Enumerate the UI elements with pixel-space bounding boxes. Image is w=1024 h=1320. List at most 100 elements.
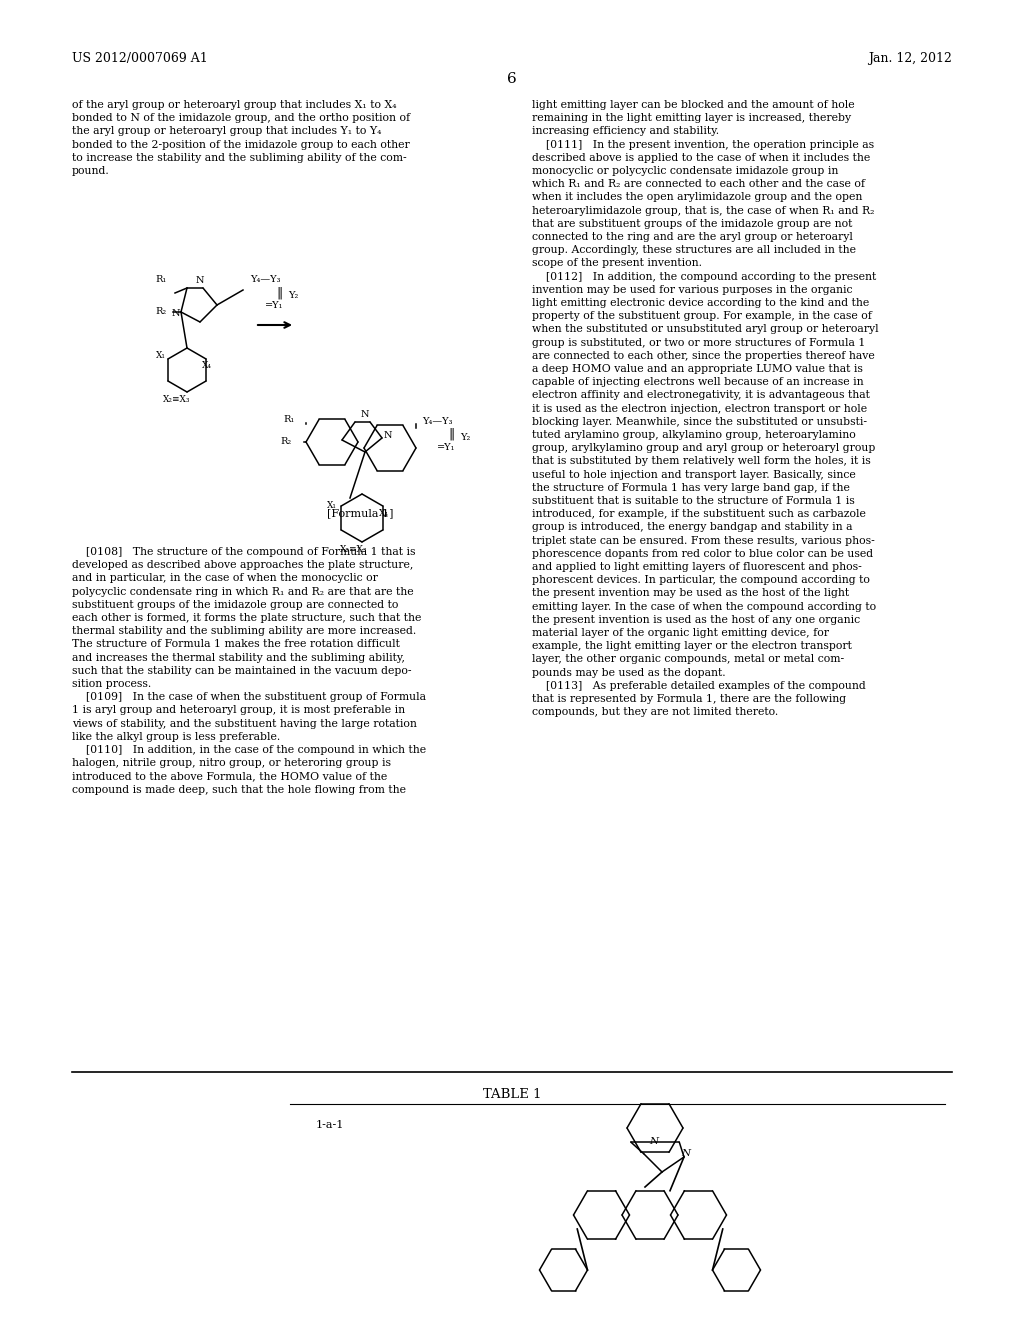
Text: [0113]   As preferable detailed examples of the compound: [0113] As preferable detailed examples o… — [532, 681, 865, 690]
Text: increasing efficiency and stability.: increasing efficiency and stability. — [532, 127, 719, 136]
Text: tuted arylamino group, alkylamino group, heteroarylamino: tuted arylamino group, alkylamino group,… — [532, 430, 856, 440]
Text: substituent that is suitable to the structure of Formula 1 is: substituent that is suitable to the stru… — [532, 496, 855, 506]
Text: light emitting layer can be blocked and the amount of hole: light emitting layer can be blocked and … — [532, 100, 855, 110]
Text: group, arylkylamino group and aryl group or heteroaryl group: group, arylkylamino group and aryl group… — [532, 444, 876, 453]
Text: halogen, nitrile group, nitro group, or heteroring group is: halogen, nitrile group, nitro group, or … — [72, 758, 391, 768]
Text: Y₂: Y₂ — [460, 433, 470, 441]
Text: and increases the thermal stability and the subliming ability,: and increases the thermal stability and … — [72, 652, 406, 663]
Text: and applied to light emitting layers of fluorescent and phos-: and applied to light emitting layers of … — [532, 562, 862, 572]
Text: N: N — [360, 411, 370, 418]
Text: each other is formed, it forms the plate structure, such that the: each other is formed, it forms the plate… — [72, 612, 421, 623]
Text: are connected to each other, since the properties thereof have: are connected to each other, since the p… — [532, 351, 874, 360]
Text: compound is made deep, such that the hole flowing from the: compound is made deep, such that the hol… — [72, 784, 406, 795]
Text: of the aryl group or heteroaryl group that includes X₁ to X₄: of the aryl group or heteroaryl group th… — [72, 100, 396, 110]
Text: example, the light emitting layer or the electron transport: example, the light emitting layer or the… — [532, 642, 852, 651]
Text: property of the substituent group. For example, in the case of: property of the substituent group. For e… — [532, 312, 871, 321]
Text: TABLE 1: TABLE 1 — [482, 1088, 542, 1101]
Text: N: N — [384, 432, 392, 441]
Text: X₄: X₄ — [379, 508, 389, 517]
Text: phorescent devices. In particular, the compound according to: phorescent devices. In particular, the c… — [532, 576, 869, 585]
Text: like the alkyl group is less preferable.: like the alkyl group is less preferable. — [72, 731, 281, 742]
Text: blocking layer. Meanwhile, since the substituted or unsubsti-: blocking layer. Meanwhile, since the sub… — [532, 417, 867, 426]
Text: X₄: X₄ — [202, 360, 212, 370]
Text: the structure of Formula 1 has very large band gap, if the: the structure of Formula 1 has very larg… — [532, 483, 850, 492]
Text: [0110]   In addition, in the case of the compound in which the: [0110] In addition, in the case of the c… — [72, 744, 426, 755]
Text: when the substituted or unsubstituted aryl group or heteroaryl: when the substituted or unsubstituted ar… — [532, 325, 879, 334]
Text: developed as described above approaches the plate structure,: developed as described above approaches … — [72, 560, 414, 570]
Text: R₁: R₁ — [284, 416, 295, 425]
Text: when it includes the open arylimidazole group and the open: when it includes the open arylimidazole … — [532, 193, 862, 202]
Text: R₂: R₂ — [281, 437, 292, 446]
Text: phorescence dopants from red color to blue color can be used: phorescence dopants from red color to bl… — [532, 549, 873, 558]
Text: [0108]   The structure of the compound of Formula 1 that is: [0108] The structure of the compound of … — [72, 546, 416, 557]
Text: N: N — [649, 1138, 658, 1147]
Text: polycyclic condensate ring in which R₁ and R₂ are that are the: polycyclic condensate ring in which R₁ a… — [72, 586, 414, 597]
Text: such that the stability can be maintained in the vacuum depo-: such that the stability can be maintaine… — [72, 665, 412, 676]
Text: to increase the stability and the subliming ability of the com-: to increase the stability and the sublim… — [72, 153, 407, 162]
Text: connected to the ring and are the aryl group or heteroaryl: connected to the ring and are the aryl g… — [532, 232, 853, 242]
Text: [0112]   In addition, the compound according to the present: [0112] In addition, the compound accordi… — [532, 272, 877, 281]
Text: invention may be used for various purposes in the organic: invention may be used for various purpos… — [532, 285, 853, 294]
Text: useful to hole injection and transport layer. Basically, since: useful to hole injection and transport l… — [532, 470, 856, 479]
Text: that are substituent groups of the imidazole group are not: that are substituent groups of the imida… — [532, 219, 852, 228]
Text: introduced, for example, if the substituent such as carbazole: introduced, for example, if the substitu… — [532, 510, 866, 519]
Text: R₁: R₁ — [156, 276, 167, 285]
Text: R₂: R₂ — [156, 308, 167, 317]
Text: N: N — [172, 309, 180, 318]
Text: X₂≡X₃: X₂≡X₃ — [340, 545, 368, 554]
Text: electron affinity and electronegativity, it is advantageous that: electron affinity and electronegativity,… — [532, 391, 869, 400]
Text: ‖: ‖ — [276, 286, 283, 300]
Text: US 2012/0007069 A1: US 2012/0007069 A1 — [72, 51, 208, 65]
Text: group. Accordingly, these structures are all included in the: group. Accordingly, these structures are… — [532, 246, 856, 255]
Text: compounds, but they are not limited thereto.: compounds, but they are not limited ther… — [532, 708, 778, 717]
Text: X₁: X₁ — [327, 502, 337, 511]
Text: the present invention is used as the host of any one organic: the present invention is used as the hos… — [532, 615, 860, 624]
Text: remaining in the light emitting layer is increased, thereby: remaining in the light emitting layer is… — [532, 114, 851, 123]
Text: the aryl group or heteroaryl group that includes Y₁ to Y₄: the aryl group or heteroaryl group that … — [72, 127, 381, 136]
Text: pounds may be used as the dopant.: pounds may be used as the dopant. — [532, 668, 726, 677]
Text: and in particular, in the case of when the monocyclic or: and in particular, in the case of when t… — [72, 573, 378, 583]
Text: views of stability, and the substituent having the large rotation: views of stability, and the substituent … — [72, 718, 417, 729]
Text: that is substituted by them relatively well form the holes, it is: that is substituted by them relatively w… — [532, 457, 870, 466]
Text: emitting layer. In the case of when the compound according to: emitting layer. In the case of when the … — [532, 602, 877, 611]
Text: X₂≡X₃: X₂≡X₃ — [163, 396, 190, 404]
Text: ‖: ‖ — [449, 428, 455, 441]
Text: X₁: X₁ — [156, 351, 166, 359]
Text: monocyclic or polycyclic condensate imidazole group in: monocyclic or polycyclic condensate imid… — [532, 166, 839, 176]
Text: [0109]   In the case of when the substituent group of Formula: [0109] In the case of when the substitue… — [72, 692, 426, 702]
Text: triplet state can be ensured. From these results, various phos-: triplet state can be ensured. From these… — [532, 536, 874, 545]
Text: bonded to N of the imidazole group, and the ortho position of: bonded to N of the imidazole group, and … — [72, 114, 411, 123]
Text: thermal stability and the subliming ability are more increased.: thermal stability and the subliming abil… — [72, 626, 416, 636]
Text: which R₁ and R₂ are connected to each other and the case of: which R₁ and R₂ are connected to each ot… — [532, 180, 865, 189]
Text: [Formula 1]: [Formula 1] — [327, 508, 393, 517]
Text: sition process.: sition process. — [72, 678, 152, 689]
Text: Y₄—Y₃: Y₄—Y₃ — [250, 276, 281, 285]
Text: 1-a-1: 1-a-1 — [315, 1119, 344, 1130]
Text: Jan. 12, 2012: Jan. 12, 2012 — [868, 51, 952, 65]
Text: [0111]   In the present invention, the operation principle as: [0111] In the present invention, the ope… — [532, 140, 874, 149]
Text: pound.: pound. — [72, 166, 110, 176]
Text: a deep HOMO value and an appropriate LUMO value that is: a deep HOMO value and an appropriate LUM… — [532, 364, 863, 374]
Text: layer, the other organic compounds, metal or metal com-: layer, the other organic compounds, meta… — [532, 655, 844, 664]
Text: Y₂: Y₂ — [288, 292, 298, 301]
Text: capable of injecting electrons well because of an increase in: capable of injecting electrons well beca… — [532, 378, 863, 387]
Text: that is represented by Formula 1, there are the following: that is represented by Formula 1, there … — [532, 694, 846, 704]
Text: group is introduced, the energy bandgap and stability in a: group is introduced, the energy bandgap … — [532, 523, 853, 532]
Text: introduced to the above Formula, the HOMO value of the: introduced to the above Formula, the HOM… — [72, 771, 387, 781]
Text: the present invention may be used as the host of the light: the present invention may be used as the… — [532, 589, 849, 598]
Text: bonded to the 2-position of the imidazole group to each other: bonded to the 2-position of the imidazol… — [72, 140, 410, 149]
Text: scope of the present invention.: scope of the present invention. — [532, 259, 702, 268]
Text: N: N — [196, 276, 204, 285]
Text: light emitting electronic device according to the kind and the: light emitting electronic device accordi… — [532, 298, 869, 308]
Text: it is used as the electron injection, electron transport or hole: it is used as the electron injection, el… — [532, 404, 867, 413]
Text: group is substituted, or two or more structures of Formula 1: group is substituted, or two or more str… — [532, 338, 865, 347]
Text: N: N — [681, 1150, 690, 1159]
Text: substituent groups of the imidazole group are connected to: substituent groups of the imidazole grou… — [72, 599, 398, 610]
Text: 6: 6 — [507, 73, 517, 86]
Text: material layer of the organic light emitting device, for: material layer of the organic light emit… — [532, 628, 829, 638]
Text: heteroarylimidazole group, that is, the case of when R₁ and R₂: heteroarylimidazole group, that is, the … — [532, 206, 874, 215]
Text: The structure of Formula 1 makes the free rotation difficult: The structure of Formula 1 makes the fre… — [72, 639, 400, 649]
Text: =Y₁: =Y₁ — [265, 301, 284, 310]
Text: Y₄—Y₃: Y₄—Y₃ — [422, 417, 453, 426]
Text: 1 is aryl group and heteroaryl group, it is most preferable in: 1 is aryl group and heteroaryl group, it… — [72, 705, 406, 715]
